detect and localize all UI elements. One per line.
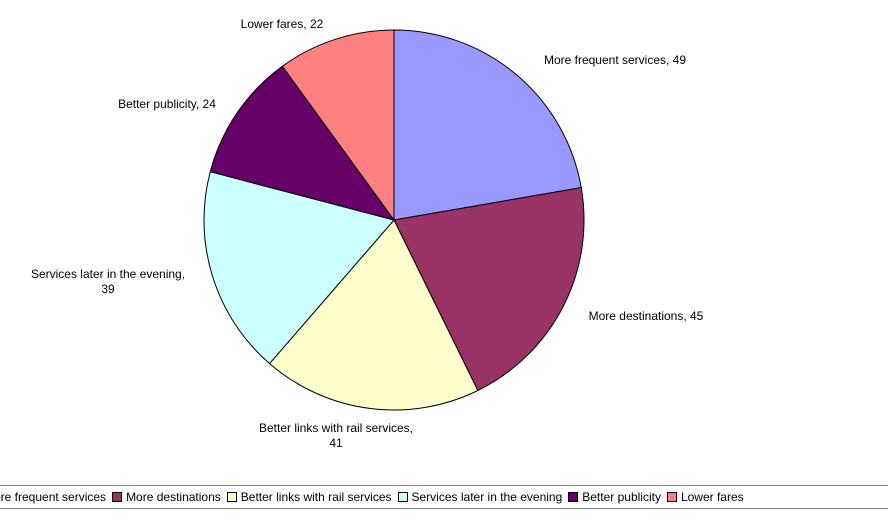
- legend-label: More destinations: [126, 490, 221, 504]
- data-label: Lower fares, 22: [241, 17, 324, 31]
- data-label: Better publicity, 24: [118, 97, 216, 111]
- legend-item: Lower fares: [666, 490, 744, 504]
- data-label: More destinations, 45: [589, 309, 704, 323]
- pie-slice-more-frequent-services: [393, 29, 582, 221]
- legend-label: Lower fares: [680, 490, 744, 504]
- pie-slice-better-publicity: [209, 65, 396, 221]
- legend-item: More destinations: [112, 490, 221, 504]
- pie-slice-better-links-with-rail-services: [268, 219, 479, 411]
- pie-slice-services-later-in-the-evening: [203, 171, 395, 365]
- data-label: Services later in the evening, 39: [31, 267, 185, 296]
- legend-item: More frequent services: [0, 490, 106, 504]
- legend-label: More frequent services: [0, 490, 107, 504]
- pie-slices: [203, 29, 585, 411]
- legend-label: Better links with rail services: [240, 490, 392, 504]
- pie-slice-lower-fares: [281, 29, 395, 222]
- legend-item: Services later in the evening: [397, 490, 563, 504]
- data-label: More frequent services, 49: [544, 53, 686, 67]
- legend-item: Better publicity: [568, 490, 661, 504]
- slice-labels: More frequent services, 49 More destinati…: [31, 17, 704, 450]
- legend-swatch: [226, 492, 237, 502]
- legend-swatch: [112, 492, 123, 502]
- legend-swatch: [397, 492, 408, 502]
- legend-swatch: [666, 492, 677, 502]
- pie-slice-more-destinations: [393, 187, 585, 392]
- data-label: Better links with rail services, 41: [259, 421, 413, 450]
- legend-label: Better publicity: [582, 490, 661, 504]
- legend-swatch: [568, 492, 579, 502]
- legend-label: Services later in the evening: [411, 490, 563, 504]
- chart-legend: More frequent services More destinations B…: [0, 485, 888, 509]
- legend-item: Better links with rail services: [226, 490, 392, 504]
